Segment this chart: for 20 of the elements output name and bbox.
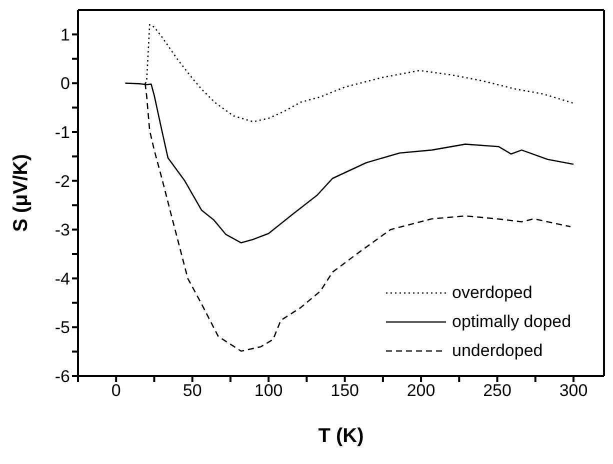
y-axis-title: S (μV/K) [10, 154, 32, 232]
x-tick-label: 100 [254, 381, 283, 400]
y-tick-label: -3 [54, 220, 70, 240]
y-tick-label: 0 [60, 74, 70, 94]
y-tick-label: -5 [54, 318, 70, 338]
x-tick-label: 0 [111, 381, 121, 400]
y-tick-label: -4 [54, 269, 70, 288]
y-tick-label: -1 [54, 123, 70, 142]
x-tick-label: 200 [406, 381, 436, 400]
x-tick-label: 250 [483, 381, 512, 400]
y-tick-label: 1 [60, 25, 70, 44]
x-axis-title: T (K) [318, 425, 364, 447]
x-tick-label: 150 [330, 381, 359, 400]
y-tick-label: -6 [54, 367, 70, 386]
y-tick-label: -2 [54, 172, 70, 191]
legend-label: underdoped [452, 340, 543, 362]
legend-label: optimally doped [452, 311, 572, 333]
legend-label: overdoped [452, 282, 532, 304]
x-tick-label: 300 [559, 381, 588, 400]
x-tick-label: 50 [182, 381, 202, 400]
